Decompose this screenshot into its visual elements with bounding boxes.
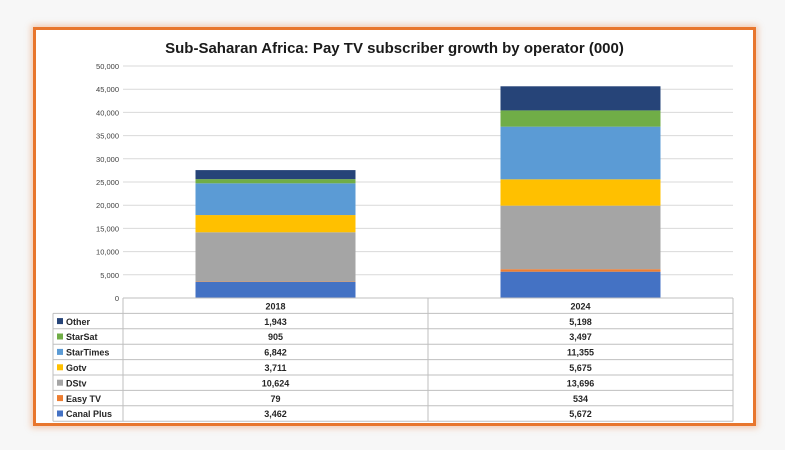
bar-segment [500,269,661,272]
data-table-value: 534 [573,394,588,404]
x-category-label: 2024 [570,301,590,311]
bar-segment [195,179,356,184]
bar-segment [195,183,356,216]
legend-label: Easy TV [66,394,101,404]
legend-label: Other [66,317,91,327]
x-category-label: 2018 [265,301,285,311]
legend-label: StarTimes [66,348,109,358]
legend-key [57,333,63,340]
data-table-value: 905 [268,332,283,342]
y-tick-label: 10,000 [96,248,119,257]
legend-key [57,348,63,355]
y-tick-label: 0 [115,294,119,303]
y-tick-label: 45,000 [96,85,119,94]
legend-key [57,364,63,371]
data-table-value: 1,943 [264,317,287,327]
data-table-value: 11,355 [567,348,594,358]
data-table-value: 5,675 [569,363,592,373]
y-tick-label: 15,000 [96,224,119,233]
legend-label: DStv [66,378,87,388]
bar-segment [500,126,661,180]
data-table-value: 5,672 [569,409,592,419]
legend-key [57,410,63,417]
legend-key [57,318,63,325]
data-table-value: 5,198 [569,317,592,327]
data-table-value: 3,497 [569,332,592,342]
y-tick-label: 20,000 [96,201,119,210]
chart-title: Sub-Saharan Africa: Pay TV subscriber gr… [165,40,624,57]
bar-segment [500,205,661,270]
data-table-value: 3,711 [264,363,286,373]
data-table-value: 13,696 [567,378,595,388]
y-tick-label: 30,000 [96,155,119,164]
data-table-value: 79 [270,394,280,404]
chart-frame: Sub-Saharan Africa: Pay TV subscriber gr… [33,27,756,426]
bar-segment [195,215,356,233]
y-tick-label: 50,000 [96,62,119,71]
bar-segment [195,281,356,298]
legend-key [57,379,63,386]
bar-segment [500,86,661,111]
bar-segment [195,232,356,282]
bar-segment [195,170,356,180]
bar-segment [500,179,661,206]
y-tick-label: 35,000 [96,132,119,141]
legend-label: StarSat [66,332,98,342]
data-table-value: 6,842 [264,348,287,358]
y-tick-label: 25,000 [96,178,119,187]
bar-segment [500,110,661,127]
y-tick-label: 5,000 [100,271,119,280]
bar-segment [500,271,661,298]
legend-key [57,395,63,402]
data-table-value: 10,624 [262,378,290,388]
chart-svg: 0 5,000 10,000 15,000 20,000 25,000 30,000 35,0… [52,62,734,422]
legend-label: Canal Plus [66,409,112,419]
y-tick-label: 40,000 [96,108,119,117]
data-table-value: 3,462 [264,409,287,419]
legend-label: Gotv [66,363,87,373]
